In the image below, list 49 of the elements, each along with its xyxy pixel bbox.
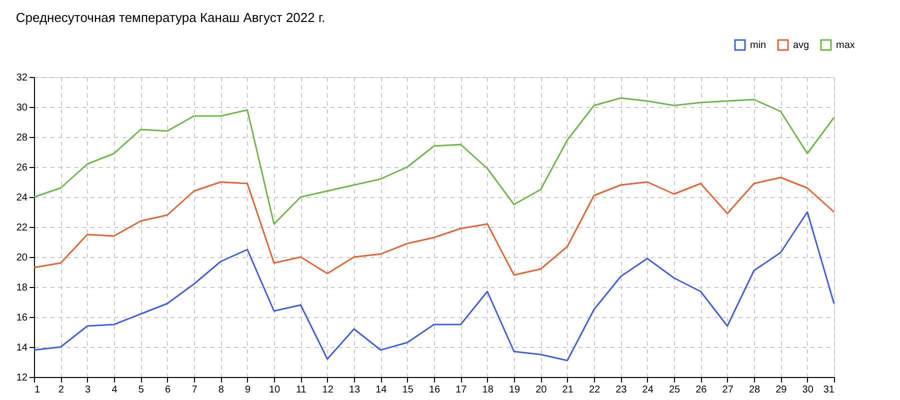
y-tick-label: 32 [16,72,28,84]
x-tick-label: 2 [58,384,64,396]
x-tick-label: 1 [34,384,40,396]
line-series [33,176,835,276]
x-tick-label: 6 [165,384,172,396]
x-tick-label: 22 [588,384,600,396]
x-tick-label: 29 [776,384,788,396]
chart-title: Среднесуточная температура Канаш Август 2022 г. [16,10,326,25]
y-tick-label: 14 [16,342,28,354]
legend-label: min [750,40,766,51]
x-tick-label: 23 [616,384,628,396]
x-tick-label: 11 [296,384,307,396]
x-tick-label: 31 [823,384,835,396]
x-tick-label: 8 [218,384,224,396]
x-tick-label: 24 [642,384,654,396]
y-tick-label: 22 [16,222,28,234]
line-series [33,211,835,362]
x-tick-label: 7 [192,384,198,396]
x-tick-label: 26 [696,384,708,396]
x-tick-label: 15 [402,384,414,396]
x-tick-label: 9 [245,384,252,396]
x-tick-label: 17 [456,384,468,396]
x-tick-label: 10 [268,384,280,396]
y-tick-label: 12 [16,372,28,384]
x-tick-label: 30 [802,384,814,396]
y-tick-label: 24 [16,192,28,204]
x-tick-label: 27 [722,384,734,396]
legend-label: avg [793,40,810,51]
y-tick-label: 16 [16,312,28,324]
legend-label: max [836,40,855,51]
x-tick-label: 5 [138,384,144,396]
x-tick-label: 12 [322,384,334,396]
x-tick-label: 16 [428,384,440,396]
y-tick-label: 18 [16,282,28,294]
x-tick-label: 4 [112,384,118,396]
x-tick-label: 28 [748,384,760,396]
x-tick-label: 13 [348,384,360,396]
x-tick-label: 19 [508,384,520,396]
line-series [33,97,835,225]
x-tick-label: 18 [482,384,494,396]
x-tick-label: 3 [85,384,92,396]
x-tick-label: 21 [562,384,574,396]
y-tick-label: 28 [16,132,28,144]
x-tick-label: 25 [668,384,680,396]
x-tick-label: 14 [376,384,388,396]
y-tick-label: 20 [16,252,28,264]
y-tick-label: 26 [16,162,28,174]
x-tick-label: 20 [536,384,548,396]
y-tick-label: 30 [16,102,28,114]
